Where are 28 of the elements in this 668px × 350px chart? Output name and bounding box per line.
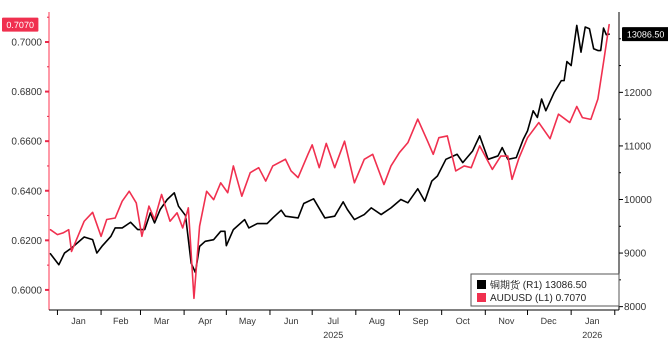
y2-tick-label: 8000 xyxy=(624,302,647,314)
y-tick-label: 0.6000 xyxy=(11,285,42,296)
x-tick-label: Aug xyxy=(368,316,385,326)
x-tick-label: May xyxy=(238,316,256,326)
text: 13086.50 xyxy=(626,30,664,40)
y-tick-label: 0.6600 xyxy=(11,136,42,148)
y-tick-label: 0.6800 xyxy=(11,87,42,98)
y2-tick-label: 12000 xyxy=(624,88,652,99)
y2-tick-label: 11000 xyxy=(624,141,652,152)
x-tick-label: Dec xyxy=(540,316,558,326)
y-tick-label: 0.6400 xyxy=(11,186,42,198)
y2-tick-label: 9000 xyxy=(624,248,647,260)
legend-label: 铜期货 (R1) 13086.50 xyxy=(489,279,588,291)
y-tick-label: 0.6200 xyxy=(11,236,42,247)
x-tick-label: Jun xyxy=(284,316,298,326)
x-tick-label: Oct xyxy=(456,316,470,326)
text: 0.7070 xyxy=(6,20,34,30)
x-tick-label: Feb xyxy=(113,316,129,326)
y-tick-label: 0.7000 xyxy=(11,38,42,48)
x-tick-label: Apr xyxy=(198,316,212,326)
legend-label: AUDUSD (L1) 0.7070 xyxy=(490,293,587,304)
x-tick-label: Jan 2026 xyxy=(582,316,602,340)
x-tick-label: Mar xyxy=(154,316,170,326)
x-tick-label: Jul 2025 xyxy=(323,316,344,340)
y2-tick-label: 10000 xyxy=(624,194,652,206)
x-tick-label: Jan xyxy=(71,316,86,326)
x-tick-label: Sep xyxy=(412,316,429,326)
x-tick-label: Nov xyxy=(498,316,515,326)
